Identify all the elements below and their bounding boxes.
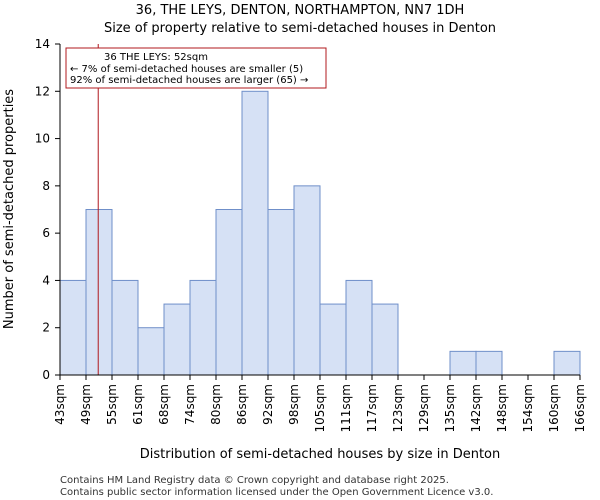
histogram-bar bbox=[241, 90, 269, 376]
y-tick-label: 10 bbox=[35, 132, 50, 146]
x-tick-label: 142sqm bbox=[469, 384, 483, 432]
x-axis-label: Distribution of semi-detached houses by … bbox=[140, 447, 501, 462]
bars-group bbox=[59, 90, 581, 376]
chart-title: 36, THE LEYS, DENTON, NORTHAMPTON, NN7 1… bbox=[136, 3, 465, 18]
chart-subtitle: Size of property relative to semi-detach… bbox=[104, 21, 496, 36]
histogram-bar bbox=[189, 279, 217, 376]
x-tick-label: 105sqm bbox=[313, 384, 327, 432]
x-tick-label: 98sqm bbox=[287, 384, 301, 425]
x-tick-label: 61sqm bbox=[131, 384, 145, 425]
histogram-bar bbox=[267, 209, 295, 376]
y-tick-label: 0 bbox=[42, 368, 50, 382]
y-axis-label: Number of semi-detached properties bbox=[2, 89, 17, 329]
annotation-title: 36 THE LEYS: 52sqm bbox=[104, 52, 208, 63]
x-tick-label: 86sqm bbox=[235, 384, 249, 425]
x-tick-label: 68sqm bbox=[157, 384, 171, 425]
annotation-box bbox=[65, 47, 327, 89]
histogram-bar bbox=[137, 327, 165, 376]
y-tick-label: 4 bbox=[42, 273, 50, 287]
x-tick-label: 92sqm bbox=[261, 384, 275, 425]
histogram-bar bbox=[345, 279, 373, 376]
footer-copyright: Contains HM Land Registry data © Crown c… bbox=[60, 475, 449, 486]
histogram-bar bbox=[111, 279, 139, 376]
histogram-bar bbox=[371, 303, 399, 376]
y-tick-label: 6 bbox=[42, 226, 50, 240]
x-ticks-group: 43sqm 49sqm 55sqm 61sqm 68sqm 74sqm 80sqm 86sqm… bbox=[53, 375, 587, 432]
x-tick-label: 166sqm bbox=[573, 384, 587, 432]
footer-licence: Contains public sector information licen… bbox=[60, 487, 493, 498]
histogram-bar bbox=[163, 303, 191, 376]
x-tick-label: 117sqm bbox=[365, 384, 379, 432]
histogram-bar bbox=[293, 185, 321, 376]
y-tick-label: 12 bbox=[35, 84, 50, 98]
y-tick-label: 2 bbox=[42, 321, 50, 335]
x-tick-label: 43sqm bbox=[53, 384, 67, 425]
x-tick-label: 135sqm bbox=[443, 384, 457, 432]
x-tick-label: 80sqm bbox=[209, 384, 223, 425]
histogram-bar bbox=[449, 350, 477, 376]
x-tick-label: 123sqm bbox=[391, 384, 405, 432]
histogram-bar bbox=[59, 279, 87, 376]
x-tick-label: 148sqm bbox=[495, 384, 509, 432]
y-tick-label: 14 bbox=[35, 37, 50, 51]
x-tick-label: 55sqm bbox=[105, 384, 119, 425]
histogram-bar bbox=[553, 350, 581, 376]
y-tick-label: 8 bbox=[42, 179, 50, 193]
x-tick-label: 74sqm bbox=[183, 384, 197, 425]
histogram-bar bbox=[319, 303, 347, 376]
annotation-smaller: ← 7% of semi-detached houses are smaller… bbox=[70, 64, 303, 75]
histogram-bar bbox=[475, 350, 503, 376]
x-tick-label: 129sqm bbox=[417, 384, 431, 432]
x-tick-label: 160sqm bbox=[547, 384, 561, 432]
x-tick-label: 111sqm bbox=[339, 384, 353, 432]
histogram-bar bbox=[85, 209, 113, 376]
marker-group: 36 THE LEYS: 52sqm← 7% of semi-detached … bbox=[65, 44, 327, 375]
y-ticks-group: 0 2 4 6 8 10 12 14 bbox=[35, 37, 60, 382]
x-tick-label: 154sqm bbox=[521, 384, 535, 432]
x-tick-label: 49sqm bbox=[79, 384, 93, 425]
annotation-larger: 92% of semi-detached houses are larger (… bbox=[70, 75, 308, 86]
histogram-bar bbox=[215, 209, 243, 376]
